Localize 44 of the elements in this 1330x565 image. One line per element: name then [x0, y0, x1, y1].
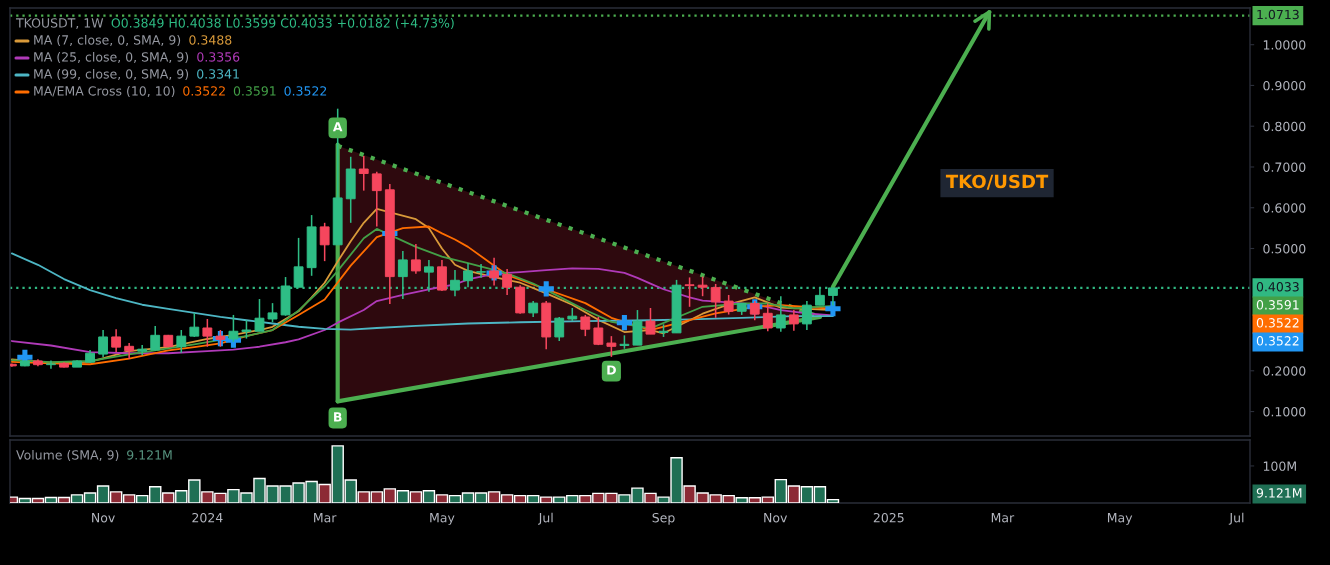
- x-tick-label: Mar: [991, 513, 1015, 523]
- ref-line-label: 0.4033: [1256, 282, 1299, 292]
- annotation: O0.3849 H0.4038 L0.3599 C0.4033 +0.0182 (+4.73%): [111, 17, 454, 30]
- annotation: 0.3488: [189, 35, 232, 45]
- y-tick-label: 1.0000: [1263, 40, 1306, 50]
- y-tick-label: 0.7000: [1263, 162, 1306, 172]
- text: 0.3522: [1256, 318, 1299, 328]
- annotation: 0.3341: [197, 69, 239, 79]
- legend-label: MA (7, close, 0, SMA, 9): [34, 34, 181, 47]
- y-tick-label: 0.2000: [1263, 366, 1306, 376]
- annotation: D: [607, 365, 616, 375]
- annotation: 9.121M: [127, 450, 172, 460]
- text: 0.3591: [1256, 300, 1299, 310]
- y-tick-label: 0.8000: [1263, 121, 1306, 132]
- legend-label: MA (25, close, 0, SMA, 9): [34, 51, 189, 64]
- text: 0.3522: [1256, 336, 1299, 346]
- text: TKO/USDT: [945, 174, 1049, 190]
- legend-label: MA/EMA Cross (10, 10): [34, 85, 175, 98]
- annotation: A: [332, 122, 343, 132]
- x-tick-label: 2024: [192, 512, 223, 523]
- x-tick-label: Nov: [92, 513, 115, 523]
- legend-label: MA (99, close, 0, SMA, 9): [34, 68, 189, 81]
- y-tick-label: 0.9000: [1263, 80, 1306, 91]
- annotation: 0.3522: [284, 86, 327, 96]
- x-tick-label: Sep: [652, 512, 675, 525]
- y-tick-label: 100M: [1263, 461, 1296, 471]
- ref-line-label: 1.0713: [1257, 9, 1299, 20]
- annotation: 0.3522: [183, 86, 225, 96]
- text: TKOUSDT, 1W: [15, 18, 104, 29]
- y-tick-label: 0.5000: [1263, 243, 1306, 254]
- annotation: B: [334, 412, 342, 422]
- y-tick-label: 0.1000: [1263, 407, 1306, 417]
- text: 9.121M: [1256, 488, 1302, 498]
- annotation: Volume (SMA, 9): [16, 449, 119, 462]
- annotation: 0.3591: [233, 86, 276, 96]
- y-tick-label: 0.6000: [1263, 203, 1306, 213]
- annotation: 0.3356: [197, 52, 240, 62]
- x-tick-label: 2025: [873, 512, 904, 523]
- x-tick-label: Nov: [764, 513, 788, 523]
- x-tick-label: Jul: [1228, 512, 1244, 525]
- x-tick-label: May: [1107, 513, 1133, 525]
- x-tick-label: Jul: [538, 512, 553, 525]
- x-tick-label: May: [430, 513, 455, 525]
- x-tick-label: Mar: [314, 513, 337, 523]
